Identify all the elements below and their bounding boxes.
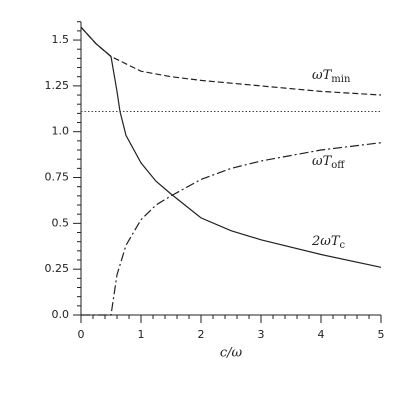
series-name: 2ωT bbox=[311, 234, 341, 249]
line-series bbox=[81, 142, 382, 316]
series-label: ωToff bbox=[312, 154, 345, 171]
y-tick-label: 0.75 bbox=[45, 171, 70, 184]
series-subscript: off bbox=[331, 160, 345, 171]
series-subscript: c bbox=[340, 240, 346, 251]
series-label: 2ωTc bbox=[311, 234, 346, 251]
line-series bbox=[80, 26, 382, 268]
x-tick-label: 4 bbox=[318, 328, 325, 341]
series-label: ωTmin bbox=[312, 68, 351, 85]
x-tick-label: 2 bbox=[198, 328, 205, 341]
y-tick-label: 1.25 bbox=[45, 79, 70, 92]
x-tick-label: 0 bbox=[78, 328, 85, 341]
x-axis-label: c/ω bbox=[220, 346, 243, 361]
series-name: ωT bbox=[312, 68, 333, 83]
series-subscript: min bbox=[331, 74, 351, 85]
y-tick-label: 0.0 bbox=[52, 308, 70, 321]
series-name: ωT bbox=[312, 154, 333, 169]
x-tick-label: 1 bbox=[138, 328, 145, 341]
x-tick-label: 5 bbox=[378, 328, 385, 341]
line-series bbox=[80, 26, 382, 96]
y-tick-label: 0.25 bbox=[45, 262, 70, 275]
x-tick-label: 3 bbox=[258, 328, 265, 341]
y-tick-label: 0.5 bbox=[52, 216, 70, 229]
y-tick-label: 1.0 bbox=[52, 125, 70, 138]
y-tick-label: 1.5 bbox=[52, 33, 70, 46]
